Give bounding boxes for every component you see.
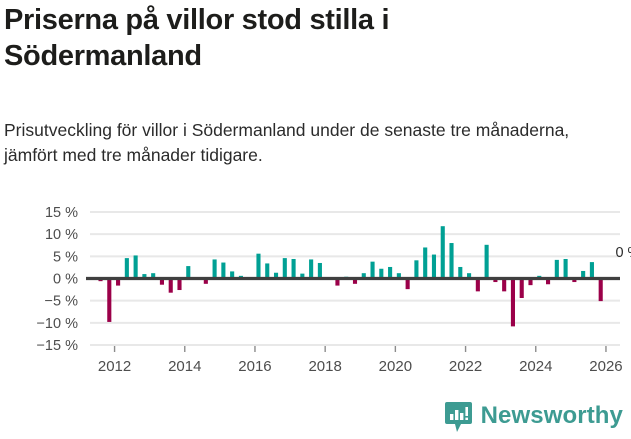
bar xyxy=(265,263,270,279)
bar xyxy=(142,274,147,279)
bar xyxy=(405,278,410,290)
y-axis-tick-label: 15 % xyxy=(45,205,78,221)
y-axis-tick-label: 5 % xyxy=(53,249,78,265)
bar-chart: 15 %10 %5 %0 %−5 %−10 %−15 % 2012 2014 201… xyxy=(36,205,631,375)
chart-footer: Newsworthy xyxy=(0,398,631,439)
bar xyxy=(282,258,287,279)
bar xyxy=(423,247,428,279)
bar xyxy=(309,259,314,279)
bar xyxy=(300,273,305,279)
bar xyxy=(449,243,454,279)
bar xyxy=(230,271,235,279)
x-axis-tick-label: 2026 xyxy=(589,358,622,375)
bar xyxy=(291,258,296,279)
bar xyxy=(256,253,261,279)
y-axis-tick-label: −5 % xyxy=(45,294,79,310)
bar-chart-speech-bubble-icon xyxy=(444,402,472,433)
bar xyxy=(563,258,568,279)
bar xyxy=(598,278,603,302)
bar xyxy=(467,273,472,279)
bar xyxy=(116,278,121,286)
chart-subtitle: Prisutveckling för villor i Södermanland… xyxy=(4,120,570,166)
bar xyxy=(519,278,524,299)
x-axis-tick-label: 2012 xyxy=(98,358,131,375)
x-axis-labels: 2012 2014 2016 2018 2020 2022 2024 2026 xyxy=(90,344,623,375)
bar xyxy=(572,278,577,283)
bar xyxy=(546,278,551,285)
bar xyxy=(370,261,375,279)
value-annotation: 0 % xyxy=(615,245,631,261)
y-axis-tick-label: 0 % xyxy=(53,272,78,288)
chart-container: 15 % 10 % 5 % 0 % −5 % −10 % −15 % 2012 2014 201… xyxy=(0,198,631,393)
bar xyxy=(186,266,191,279)
bar xyxy=(159,278,164,285)
bar xyxy=(440,226,445,279)
x-axis-tick-label: 2022 xyxy=(449,358,482,375)
bar xyxy=(335,278,340,286)
bar xyxy=(554,259,559,279)
bar xyxy=(203,278,208,284)
bar xyxy=(581,270,586,279)
bar xyxy=(379,268,384,279)
y-axis-labels: 15 % 10 % 5 % 0 % −5 % −10 % −15 % xyxy=(36,205,78,354)
y-axis-tick-label: −15 % xyxy=(36,338,78,354)
bar xyxy=(414,260,419,279)
bar xyxy=(221,262,226,279)
bar xyxy=(124,258,129,279)
x-axis-tick-label: 2016 xyxy=(238,358,271,375)
bar xyxy=(493,278,498,283)
y-axis-tick-label: −10 % xyxy=(36,316,78,332)
bar xyxy=(589,262,594,279)
bar xyxy=(510,278,515,327)
bar xyxy=(151,273,156,279)
bar xyxy=(177,278,182,291)
y-axis-tick-label: 10 % xyxy=(45,227,78,243)
x-axis-tick-label: 2018 xyxy=(308,358,341,375)
bar xyxy=(484,244,489,279)
x-axis-tick-label: 2014 xyxy=(168,358,201,375)
bar xyxy=(317,262,322,279)
newsworthy-logo[interactable]: Newsworthy xyxy=(444,402,623,433)
bar xyxy=(388,266,393,279)
brand-name: Newsworthy xyxy=(480,402,623,429)
x-axis-tick-label: 2024 xyxy=(519,358,552,375)
bar xyxy=(396,273,401,279)
bar xyxy=(133,255,138,279)
bar xyxy=(361,273,366,279)
bar xyxy=(528,278,533,286)
bar xyxy=(273,272,279,279)
bar xyxy=(475,278,480,292)
bar xyxy=(458,266,463,279)
chart-annotations: 0 % xyxy=(615,245,631,261)
bar xyxy=(502,278,507,292)
bar xyxy=(431,254,437,279)
bar xyxy=(107,278,112,322)
bar xyxy=(212,259,217,279)
page-title: Priserna på villor stod stilla i Söderma… xyxy=(4,4,390,73)
bar xyxy=(352,278,358,284)
bar-series xyxy=(98,226,612,327)
x-axis-tick-label: 2020 xyxy=(379,358,412,375)
bar xyxy=(168,278,173,293)
